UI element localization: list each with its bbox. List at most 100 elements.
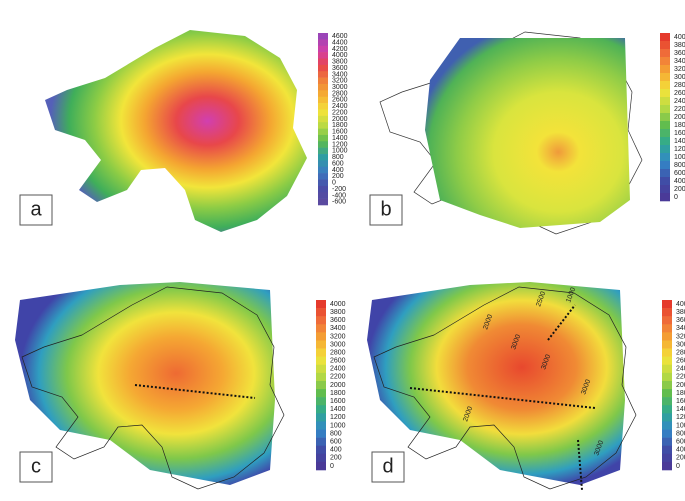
colorbar-swatch <box>318 173 328 180</box>
colorbar-swatch <box>318 103 328 110</box>
colorbar-label: 1400 <box>330 406 346 413</box>
colorbar-swatch <box>316 429 326 438</box>
colorbar-label: 1600 <box>676 398 685 405</box>
map-b <box>425 38 630 228</box>
colorbar-label: -200 <box>332 186 346 193</box>
colorbar-label: 2400 <box>676 366 685 373</box>
colorbar-label: 1200 <box>330 414 346 421</box>
colorbar-label: 3800 <box>676 309 685 316</box>
colorbar-swatch <box>660 105 670 114</box>
colorbar-label: -400 <box>332 192 346 199</box>
colorbar-swatch <box>662 397 672 406</box>
colorbar-swatch <box>316 421 326 430</box>
colorbar-swatch <box>662 429 672 438</box>
colorbar-swatch <box>318 185 328 193</box>
colorbar-label: 0 <box>674 194 678 201</box>
colorbar-swatch <box>660 65 670 74</box>
colorbar-label: 0 <box>330 463 334 470</box>
colorbar-swatch <box>318 160 328 168</box>
colorbar-label: 1800 <box>330 390 346 397</box>
colorbar-swatch <box>662 421 672 430</box>
colorbar-label: 2000 <box>330 382 346 389</box>
contour-label: 2000 <box>462 406 474 423</box>
panel-label: d <box>382 455 393 477</box>
colorbar-swatch <box>662 437 672 447</box>
colorbar-swatch <box>660 121 670 130</box>
colorbar-label: 4400 <box>332 39 348 46</box>
colorbar-swatch <box>660 137 670 146</box>
colorbar-swatch <box>662 332 672 341</box>
colorbar-label: 2200 <box>332 109 348 116</box>
colorbar-label: 200 <box>332 173 344 180</box>
colorbar-swatch <box>660 185 670 194</box>
colorbar-label: 0 <box>332 180 336 187</box>
colorbar-swatch <box>316 340 326 349</box>
colorbar-label: 4000 <box>330 301 346 308</box>
colorbar-label: 3000 <box>676 341 685 348</box>
colorbar-swatch <box>318 58 328 66</box>
colorbar-swatch <box>316 453 326 463</box>
colorbar-label: 4600 <box>332 33 348 40</box>
colorbar-swatch <box>662 348 672 357</box>
colorbar-label: 2000 <box>676 382 685 389</box>
colorbar-swatch <box>316 348 326 357</box>
contour-label: 3000 <box>510 334 522 351</box>
colorbar-label: 2800 <box>676 349 685 356</box>
colorbar-swatch <box>316 308 326 317</box>
colorbar-swatch <box>318 96 328 104</box>
colorbar-label: 2200 <box>674 106 685 113</box>
colorbar-swatch <box>662 356 672 366</box>
colorbar-swatch <box>316 372 326 382</box>
colorbar-swatch <box>318 141 328 148</box>
colorbar-swatch <box>318 122 328 129</box>
colorbar-label: 800 <box>332 154 344 161</box>
colorbar-label: 3800 <box>674 42 685 49</box>
colorbar-swatch <box>662 461 672 471</box>
panel-label: a <box>30 198 42 220</box>
map-d <box>367 282 625 485</box>
colorbar-swatch <box>316 413 326 422</box>
colorbar-swatch <box>318 198 328 206</box>
colorbar-label: 2400 <box>332 103 348 110</box>
colorbar-swatch <box>316 300 326 309</box>
colorbar-label: 3200 <box>676 333 685 340</box>
colorbar-label: 1400 <box>332 135 348 142</box>
colorbar-label: 3200 <box>674 66 685 73</box>
colorbar-swatch <box>660 193 670 202</box>
colorbar-label: 1200 <box>676 414 685 421</box>
colorbar-swatch <box>662 405 672 414</box>
colorbar-swatch <box>660 57 670 66</box>
colorbar-label: 4000 <box>332 52 348 59</box>
colorbar-label: 3200 <box>332 78 348 85</box>
panel-label-box <box>369 194 403 226</box>
colorbar-swatch <box>318 64 328 72</box>
colorbar-label: 2200 <box>330 374 346 381</box>
colorbar-label: 1000 <box>676 422 685 429</box>
colorbar-label: 1600 <box>674 130 685 137</box>
colorbar-swatch <box>316 332 326 341</box>
colorbar-swatch <box>318 109 328 117</box>
colorbar-swatch <box>316 445 326 455</box>
colorbar-label: 1800 <box>676 390 685 397</box>
colorbar-label: 800 <box>676 430 685 437</box>
colorbar-swatch <box>318 33 328 40</box>
colorbar-swatch <box>316 437 326 447</box>
colorbar-label: 400 <box>674 178 685 185</box>
colorbar-swatch <box>662 389 672 398</box>
panel-label: b <box>380 198 391 220</box>
colorbar-label: 4200 <box>332 46 348 53</box>
colorbar-label: 200 <box>330 455 342 462</box>
colorbar-swatch <box>662 453 672 463</box>
colorbar-label: 1800 <box>332 122 348 129</box>
panel-label-box <box>19 451 53 483</box>
colorbar-swatch <box>318 45 328 53</box>
contour-label: 3000 <box>580 379 592 396</box>
colorbar-label: 1200 <box>332 141 348 148</box>
colorbar-swatch <box>662 372 672 382</box>
colorbar-label: 2600 <box>674 90 685 97</box>
colorbar-swatch <box>660 33 670 42</box>
colorbar-swatch <box>660 145 670 154</box>
colorbar-swatch <box>662 324 672 333</box>
colorbar-swatch <box>662 413 672 422</box>
colorbar-label: 200 <box>674 186 685 193</box>
